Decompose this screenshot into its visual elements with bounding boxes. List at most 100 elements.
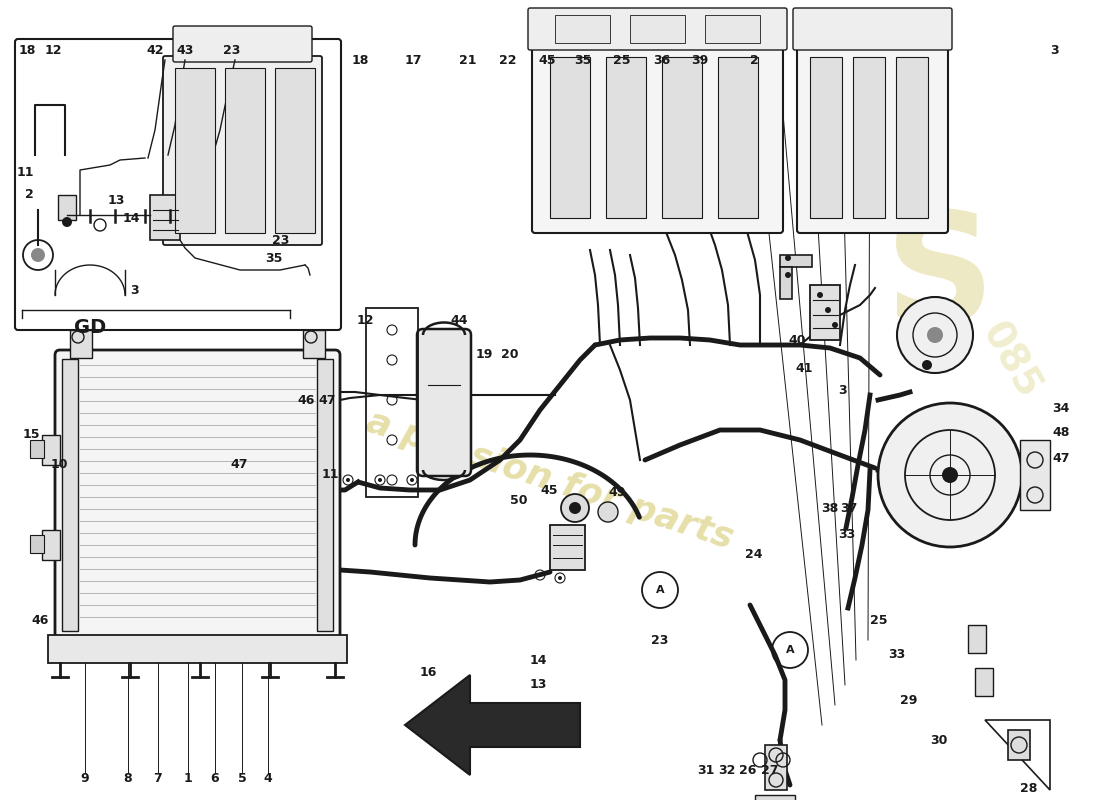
Text: 47: 47 <box>318 394 336 406</box>
Text: 23: 23 <box>223 43 241 57</box>
FancyBboxPatch shape <box>15 39 341 330</box>
Text: 14: 14 <box>122 211 140 225</box>
Text: 5: 5 <box>238 771 246 785</box>
Circle shape <box>558 576 562 580</box>
Text: 28: 28 <box>1020 782 1037 794</box>
Bar <box>48 635 346 663</box>
Bar <box>1020 440 1050 510</box>
Text: 23: 23 <box>651 634 669 646</box>
FancyBboxPatch shape <box>173 26 312 62</box>
FancyBboxPatch shape <box>798 42 948 233</box>
Circle shape <box>346 478 350 482</box>
Bar <box>606 57 646 218</box>
Text: 3: 3 <box>1050 43 1058 57</box>
Bar <box>780 255 812 267</box>
Text: 25: 25 <box>614 54 630 66</box>
Text: 13: 13 <box>108 194 125 206</box>
Text: A: A <box>656 585 664 595</box>
Text: 2: 2 <box>749 54 758 66</box>
Text: 46: 46 <box>31 614 48 626</box>
Circle shape <box>598 502 618 522</box>
Bar <box>226 68 265 233</box>
Text: 25: 25 <box>870 614 888 626</box>
Text: 18: 18 <box>19 43 35 57</box>
Text: 21: 21 <box>460 54 476 66</box>
Text: 7: 7 <box>154 771 163 785</box>
Bar <box>175 68 214 233</box>
Circle shape <box>922 360 932 370</box>
Bar <box>780 267 792 299</box>
Text: 085: 085 <box>974 315 1047 405</box>
Text: 14: 14 <box>530 654 548 666</box>
Circle shape <box>878 403 1022 547</box>
Bar <box>718 57 758 218</box>
Text: 47: 47 <box>1052 451 1069 465</box>
Bar <box>1008 730 1030 760</box>
Text: 23: 23 <box>272 234 289 246</box>
Text: 45: 45 <box>540 483 558 497</box>
Text: 17: 17 <box>405 54 421 66</box>
Text: GD: GD <box>74 318 106 337</box>
Text: 6: 6 <box>211 771 219 785</box>
Text: 47: 47 <box>230 458 248 471</box>
Bar <box>58 195 76 220</box>
FancyBboxPatch shape <box>163 56 322 245</box>
Bar <box>975 668 993 696</box>
Bar <box>662 57 702 218</box>
Polygon shape <box>405 675 580 775</box>
Text: a passion for parts: a passion for parts <box>362 405 738 555</box>
Text: 39: 39 <box>692 54 708 66</box>
Text: 12: 12 <box>44 43 62 57</box>
Circle shape <box>785 272 791 278</box>
Circle shape <box>31 248 45 262</box>
Circle shape <box>561 494 588 522</box>
Circle shape <box>410 478 414 482</box>
Bar <box>852 57 886 218</box>
Text: 20: 20 <box>500 349 518 362</box>
FancyBboxPatch shape <box>528 8 786 50</box>
Text: 18: 18 <box>351 54 369 66</box>
Text: 3: 3 <box>838 383 847 397</box>
Circle shape <box>785 255 791 261</box>
FancyBboxPatch shape <box>532 42 783 233</box>
Text: 1: 1 <box>184 771 192 785</box>
Text: 3: 3 <box>130 283 139 297</box>
Bar <box>896 57 928 218</box>
Bar <box>42 530 60 560</box>
Bar <box>630 15 685 43</box>
Bar <box>556 15 610 43</box>
Bar <box>810 57 842 218</box>
Bar <box>550 525 585 570</box>
Text: 38: 38 <box>821 502 838 514</box>
Text: 8: 8 <box>123 771 132 785</box>
Text: 43: 43 <box>176 43 194 57</box>
Text: 36: 36 <box>653 54 671 66</box>
FancyBboxPatch shape <box>417 329 471 476</box>
Circle shape <box>832 322 838 328</box>
Bar <box>30 440 44 458</box>
Text: 4: 4 <box>264 771 273 785</box>
Bar <box>30 535 44 553</box>
Bar <box>764 745 786 790</box>
Circle shape <box>896 297 974 373</box>
Text: 33: 33 <box>888 649 905 662</box>
Text: 13: 13 <box>530 678 548 691</box>
Text: 45: 45 <box>538 54 556 66</box>
Text: 42: 42 <box>146 43 164 57</box>
Bar <box>70 330 92 358</box>
Circle shape <box>817 292 823 298</box>
Text: A: A <box>785 645 794 655</box>
Bar <box>705 15 760 43</box>
Text: 46: 46 <box>297 394 315 406</box>
Bar <box>42 435 60 465</box>
Text: 11: 11 <box>16 166 34 178</box>
Text: 11: 11 <box>322 469 340 482</box>
Text: 37: 37 <box>840 502 858 514</box>
Bar <box>317 359 333 631</box>
Bar <box>968 625 986 653</box>
Text: 35: 35 <box>574 54 592 66</box>
Text: C: C <box>814 106 926 254</box>
Bar <box>62 359 78 631</box>
Text: 15: 15 <box>22 429 40 442</box>
Text: 26: 26 <box>739 763 757 777</box>
